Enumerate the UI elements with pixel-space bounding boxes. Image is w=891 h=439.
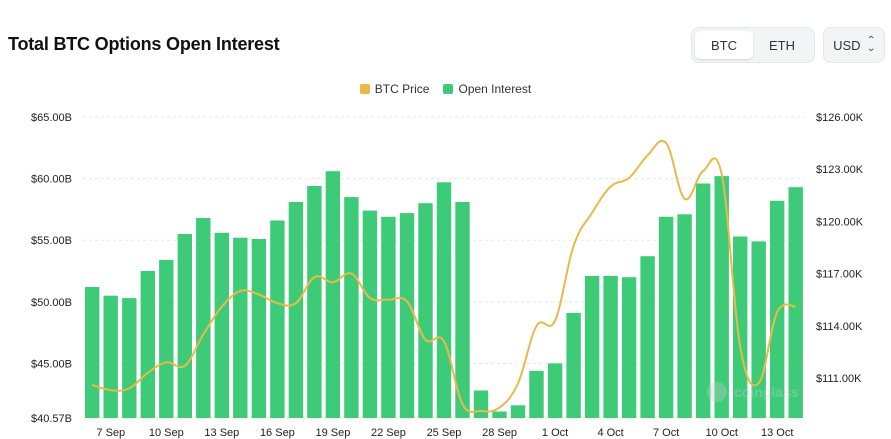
oi-bar <box>251 239 267 418</box>
x-tick-label: 16 Sep <box>260 427 295 439</box>
y-right-tick-label: $114.00K <box>816 321 863 333</box>
y-left-tick-label: $55.00B <box>31 235 72 247</box>
oi-bar <box>492 411 507 418</box>
x-tick-label: 13 Oct <box>761 427 793 439</box>
y-left-tick-label: $60.00B <box>31 174 72 186</box>
x-axis: 7 Sep 10 Sep 13 Sep 16 Sep 19 Sep 22 Sep 25 Se… <box>96 427 793 439</box>
x-tick-label: 10 Oct <box>705 427 737 439</box>
oi-bar <box>288 202 304 418</box>
eth-toggle-button[interactable]: ETH <box>769 37 795 53</box>
y-right-tick-label: $117.00K <box>816 269 863 281</box>
x-tick-label: 28 Sep <box>482 427 517 439</box>
coinglass-logo-icon <box>707 382 727 402</box>
line-series <box>91 139 796 414</box>
chart-legend: BTC Price Open Interest <box>0 82 891 96</box>
currency-value: USD <box>833 37 861 53</box>
y-axis-left: $65.00B $60.00B $55.00B $50.00B $45.00B $40.5… <box>31 112 72 425</box>
oi-bar <box>510 405 526 418</box>
oi-bar <box>770 200 785 418</box>
y-left-tick-label: $45.00B <box>31 358 72 370</box>
oi-bar <box>270 220 285 418</box>
oi-bar <box>177 234 192 418</box>
asset-toggle: BTC ETH <box>691 27 815 63</box>
oi-bar <box>233 237 248 418</box>
oi-bar <box>733 236 748 418</box>
x-tick-label: 7 Oct <box>653 427 679 439</box>
y-axis-right: $126.00K $123.00K $120.00K $117.00K $114.00K… <box>816 112 864 385</box>
watermark-text: coinglass <box>734 384 799 400</box>
page-title: Total BTC Options Open Interest <box>8 34 280 54</box>
x-tick-label: 4 Oct <box>597 427 623 439</box>
oi-bar <box>677 214 692 418</box>
watermark: coinglass <box>707 382 799 402</box>
x-tick-label: 10 Sep <box>149 427 184 439</box>
y-right-tick-label: $126.00K <box>816 112 864 124</box>
oi-bar <box>103 295 118 418</box>
legend-swatch-price <box>359 84 370 94</box>
oi-bar <box>529 370 544 418</box>
oi-bar <box>788 187 803 418</box>
x-tick-label: 7 Sep <box>96 427 125 439</box>
oi-bar <box>381 216 396 418</box>
legend-swatch-oi <box>443 84 454 94</box>
y-left-tick-label: $50.00B <box>31 297 72 309</box>
oi-bar <box>436 182 452 418</box>
chevron-updown-icon: ⌃ ⌄ <box>865 35 876 54</box>
oi-bar <box>85 287 100 418</box>
oi-bar <box>640 256 655 418</box>
x-tick-label: 13 Sep <box>204 427 239 439</box>
oi-bar <box>714 176 729 418</box>
legend-label-oi: Open Interest <box>458 82 532 96</box>
btc-price-line <box>91 139 796 414</box>
x-tick-label: 22 Sep <box>371 427 406 439</box>
oi-bar <box>344 197 359 418</box>
oi-bar <box>455 202 470 418</box>
oi-bar <box>214 232 229 418</box>
y-left-tick-label: $40.57B <box>31 413 72 425</box>
oi-bar <box>418 203 433 418</box>
y-left-tick-label: $65.00B <box>31 112 72 124</box>
y-right-tick-label: $123.00K <box>816 164 864 176</box>
x-tick-label: 1 Oct <box>542 427 568 439</box>
oi-bar <box>122 298 137 418</box>
x-tick-label: 25 Sep <box>427 427 462 439</box>
oi-bar <box>696 183 711 418</box>
oi-bar <box>566 312 581 418</box>
x-tick-label: 19 Sep <box>315 427 350 439</box>
oi-bar <box>159 259 174 418</box>
currency-select[interactable]: USD ⌃ ⌄ <box>823 27 885 63</box>
y-right-tick-label: $111.00K <box>816 373 862 385</box>
oi-bar <box>325 171 341 418</box>
oi-bar <box>140 271 155 418</box>
oi-bar <box>362 210 378 418</box>
oi-bar <box>473 390 489 418</box>
oi-bar <box>603 275 618 418</box>
oi-bar <box>307 186 322 418</box>
oi-bar <box>196 218 211 418</box>
legend-item-open-interest[interactable]: Open Interest <box>443 82 531 96</box>
legend-label-price: BTC Price <box>374 82 430 96</box>
oi-bar <box>621 277 637 418</box>
legend-item-btc-price[interactable]: BTC Price <box>359 82 430 96</box>
btc-toggle-button[interactable]: BTC <box>695 31 753 59</box>
oi-bar <box>399 213 415 418</box>
y-right-tick-label: $120.00K <box>816 216 864 228</box>
oi-bar <box>584 275 600 418</box>
oi-bar <box>547 363 563 418</box>
bar-series <box>85 171 803 418</box>
oi-bar <box>658 216 674 418</box>
